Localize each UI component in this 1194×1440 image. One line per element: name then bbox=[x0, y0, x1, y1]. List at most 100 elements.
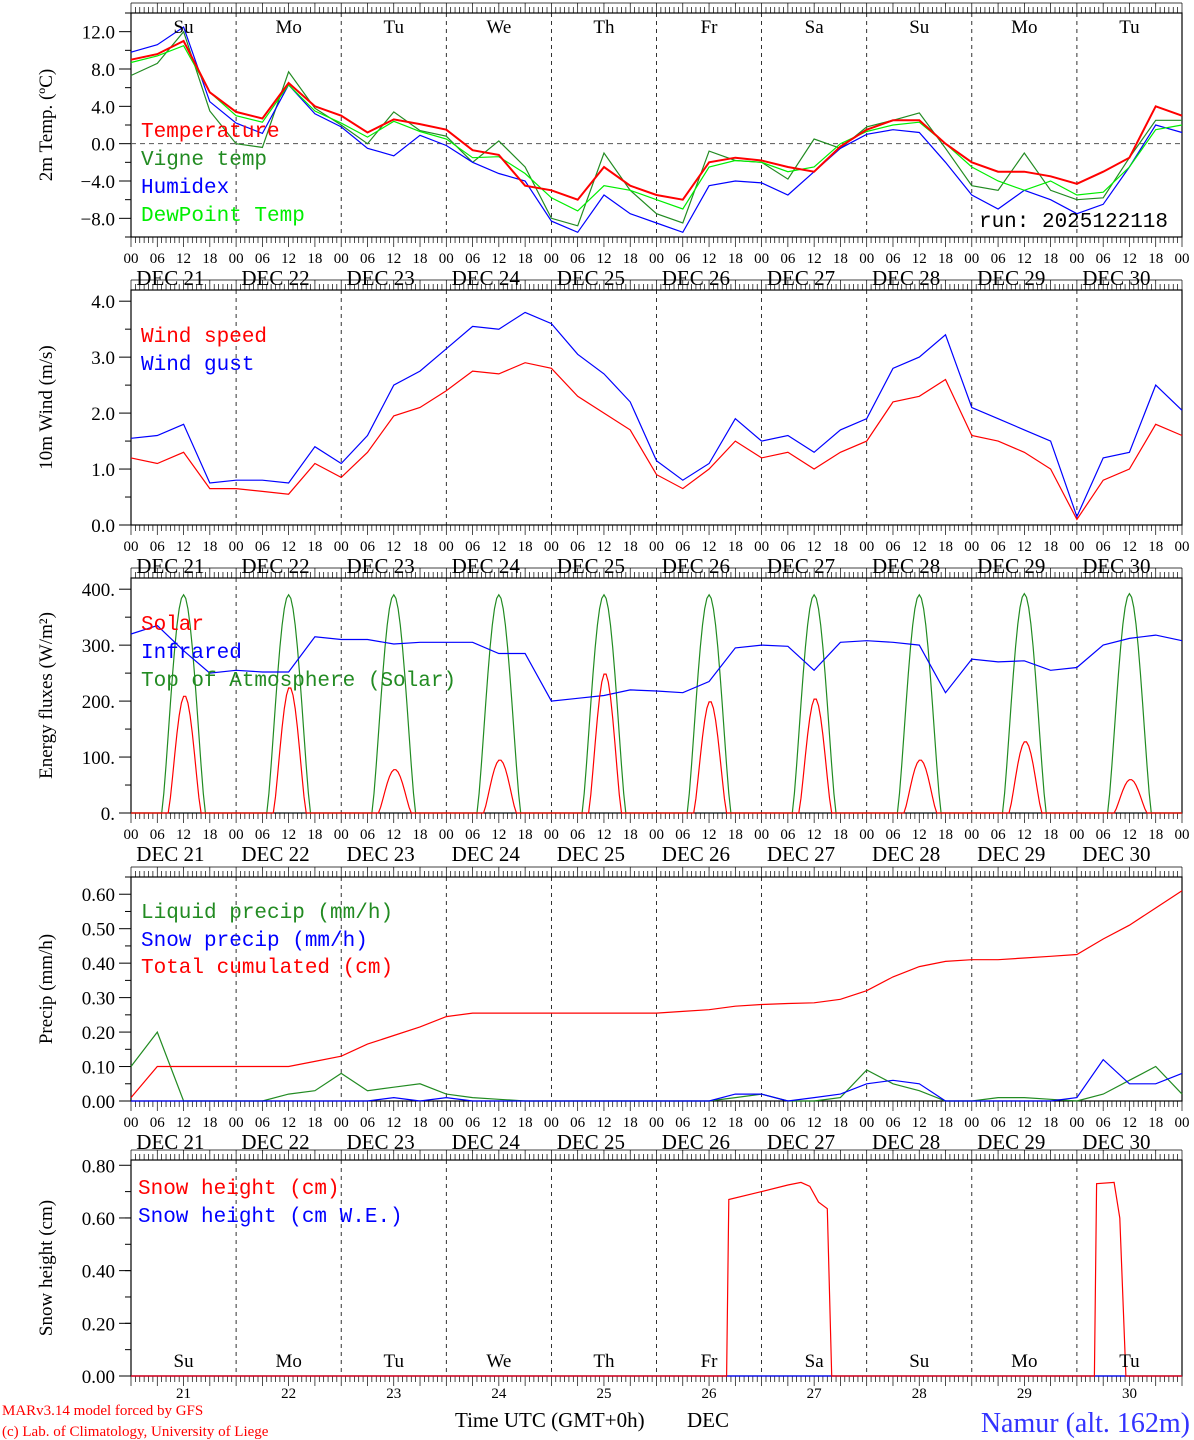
y-tick-label: 0.80 bbox=[82, 1156, 115, 1177]
hour-tick-label: 18 bbox=[202, 251, 217, 267]
hour-tick-label: 12 bbox=[702, 1115, 717, 1131]
hour-tick-label: 12 bbox=[491, 539, 506, 555]
hour-tick-label: 18 bbox=[202, 1115, 217, 1131]
hour-tick-label: 18 bbox=[518, 251, 533, 267]
hour-tick-label: 00 bbox=[859, 251, 874, 267]
day-number-label: 27 bbox=[807, 1386, 823, 1402]
hour-tick-label: 06 bbox=[465, 251, 481, 267]
hour-tick-label: 12 bbox=[1017, 827, 1032, 843]
hour-tick-label: 12 bbox=[807, 539, 822, 555]
hour-tick-label: 18 bbox=[1043, 539, 1058, 555]
hour-tick-label: 18 bbox=[728, 827, 743, 843]
y-tick-label: 0.0 bbox=[91, 516, 115, 537]
hour-tick-label: 18 bbox=[623, 539, 638, 555]
hour-tick-label: 12 bbox=[807, 827, 822, 843]
hour-tick-label: 06 bbox=[465, 1115, 481, 1131]
y-tick-label: 300. bbox=[82, 636, 115, 657]
hour-tick-label: 18 bbox=[1043, 827, 1058, 843]
day-label: DEC 30 bbox=[1082, 842, 1150, 866]
hour-tick-label: 00 bbox=[439, 251, 454, 267]
hour-tick-label: 06 bbox=[885, 827, 901, 843]
y-axis-label: Energy fluxes (W/m²) bbox=[36, 612, 57, 779]
y-axis-label: 2m Temp. (ºC) bbox=[36, 69, 57, 181]
hour-tick-label: 18 bbox=[623, 251, 638, 267]
hour-tick-label: 18 bbox=[413, 1115, 428, 1131]
hour-tick-label: 18 bbox=[202, 827, 217, 843]
hour-tick-label: 06 bbox=[255, 1115, 271, 1131]
legend-entry: Top of Atmosphere (Solar) bbox=[141, 670, 456, 693]
y-axis-label: Precip (mm/h) bbox=[36, 934, 57, 1044]
day-number-label: 28 bbox=[912, 1386, 927, 1402]
hour-tick-label: 06 bbox=[991, 827, 1007, 843]
hour-tick-label: 06 bbox=[675, 539, 691, 555]
hour-tick-label: 12 bbox=[386, 1115, 401, 1131]
hour-tick-label: 12 bbox=[596, 251, 611, 267]
y-tick-label: 2.0 bbox=[91, 404, 115, 425]
series-line-wind-speed bbox=[130, 362, 1183, 521]
y-tick-label: 1.0 bbox=[91, 460, 115, 481]
lab-credit: (c) Lab. of Climatology, University of L… bbox=[2, 1424, 269, 1440]
hour-tick-label: 18 bbox=[938, 251, 953, 267]
x-axis-label: Time UTC (GMT+0h) bbox=[455, 1408, 645, 1432]
hour-tick-label: 06 bbox=[675, 1115, 691, 1131]
y-tick-label: 12.0 bbox=[82, 23, 115, 44]
hour-tick-label: 00 bbox=[334, 539, 349, 555]
hour-tick-label: 06 bbox=[360, 251, 376, 267]
weekday-label: Fr bbox=[701, 17, 719, 38]
hour-tick-label: 06 bbox=[675, 251, 691, 267]
day-label: DEC 25 bbox=[557, 842, 625, 866]
y-tick-label: 0.60 bbox=[82, 885, 115, 906]
hour-tick-label: 18 bbox=[833, 1115, 848, 1131]
hour-tick-label: 00 bbox=[1175, 251, 1190, 267]
day-number-label: 23 bbox=[386, 1386, 401, 1402]
hour-tick-label: 00 bbox=[649, 827, 664, 843]
hour-tick-label: 12 bbox=[491, 1115, 506, 1131]
hour-tick-label: 12 bbox=[912, 1115, 927, 1131]
hour-tick-label: 18 bbox=[307, 827, 322, 843]
hour-tick-label: 12 bbox=[1122, 1115, 1137, 1131]
weekday-label: Tu bbox=[1119, 17, 1140, 38]
hour-tick-label: 12 bbox=[1122, 827, 1137, 843]
hour-tick-label: 00 bbox=[754, 251, 769, 267]
hour-tick-label: 00 bbox=[229, 827, 244, 843]
legend-entry: Humidex bbox=[141, 177, 229, 200]
hour-tick-label: 18 bbox=[1148, 1115, 1163, 1131]
hour-tick-label: 12 bbox=[1017, 539, 1032, 555]
legend-entry: Snow precip (mm/h) bbox=[141, 930, 368, 953]
weekday-label: Mo bbox=[275, 17, 301, 38]
hour-tick-label: 06 bbox=[570, 539, 586, 555]
hour-tick-label: 12 bbox=[281, 539, 296, 555]
legend-entry: Solar bbox=[141, 614, 204, 637]
day-label: DEC 22 bbox=[241, 842, 309, 866]
hour-tick-label: 06 bbox=[570, 251, 586, 267]
hour-tick-label: 06 bbox=[255, 539, 271, 555]
y-tick-label: 400. bbox=[82, 580, 115, 601]
hour-tick-label: 12 bbox=[386, 539, 401, 555]
location-label: Namur (alt. 162m) bbox=[981, 1408, 1190, 1439]
hour-tick-label: 18 bbox=[307, 539, 322, 555]
hour-tick-label: 18 bbox=[1043, 1115, 1058, 1131]
hour-tick-label: 00 bbox=[754, 827, 769, 843]
series-line-snow-height-cm- bbox=[131, 1181, 1182, 1377]
hour-tick-label: 06 bbox=[570, 1115, 586, 1131]
day-number-label: 26 bbox=[702, 1386, 718, 1402]
day-label: DEC 24 bbox=[452, 842, 521, 866]
weekday-label: Su bbox=[909, 1351, 930, 1372]
day-label: DEC 26 bbox=[662, 842, 730, 866]
hour-tick-label: 18 bbox=[518, 539, 533, 555]
hour-tick-label: 06 bbox=[360, 1115, 376, 1131]
legend-entry: DewPoint Temp bbox=[141, 205, 305, 228]
hour-tick-label: 06 bbox=[360, 827, 376, 843]
hour-tick-label: 18 bbox=[938, 1115, 953, 1131]
hour-tick-label: 18 bbox=[728, 1115, 743, 1131]
y-axis-label: 10m Wind (m/s) bbox=[36, 345, 57, 470]
y-tick-label: 0.50 bbox=[82, 920, 115, 941]
hour-tick-label: 12 bbox=[807, 1115, 822, 1131]
hour-tick-label: 12 bbox=[1017, 251, 1032, 267]
hour-tick-label: 06 bbox=[780, 251, 796, 267]
hour-tick-label: 06 bbox=[150, 251, 166, 267]
hour-tick-label: 12 bbox=[1017, 1115, 1032, 1131]
hour-tick-label: 00 bbox=[229, 539, 244, 555]
legend-entry: Infrared bbox=[141, 642, 242, 665]
hour-tick-label: 06 bbox=[360, 539, 376, 555]
